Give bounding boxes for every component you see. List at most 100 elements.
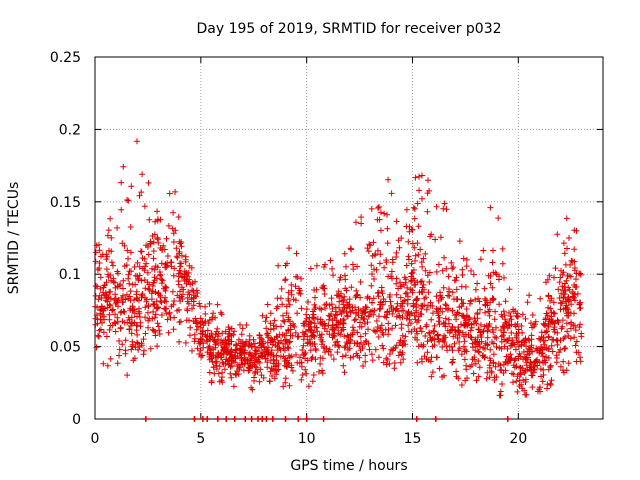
- data-point: [150, 255, 157, 262]
- data-point: [105, 227, 112, 234]
- data-point: [443, 206, 450, 213]
- data-point: [522, 335, 529, 342]
- data-point: [567, 261, 574, 268]
- data-point: [460, 313, 467, 320]
- data-point: [577, 354, 583, 361]
- data-point: [516, 377, 523, 384]
- data-point: [469, 356, 476, 363]
- data-point: [150, 279, 157, 286]
- data-point: [263, 314, 270, 321]
- data-point: [114, 360, 121, 367]
- data-point: [440, 284, 447, 291]
- data-point: [311, 306, 318, 313]
- data-point: [276, 339, 283, 346]
- data-point: [454, 335, 461, 342]
- data-point: [548, 318, 555, 325]
- data-point: [303, 315, 310, 322]
- data-point: [568, 257, 575, 264]
- data-point: [401, 297, 408, 304]
- data-point: [107, 355, 114, 362]
- data-point: [139, 255, 146, 262]
- data-point: [271, 317, 278, 324]
- data-point: [386, 294, 393, 300]
- data-point: [147, 345, 154, 352]
- data-point: [94, 266, 101, 273]
- data-point: [490, 295, 497, 302]
- data-point: [114, 283, 121, 290]
- data-point: [330, 356, 337, 363]
- data-point: [428, 354, 435, 361]
- data-point: [357, 294, 364, 301]
- data-point: [343, 309, 350, 316]
- data-point: [406, 311, 413, 318]
- data-point: [468, 321, 475, 328]
- data-point: [484, 334, 491, 341]
- data-point: [256, 332, 263, 339]
- data-point: [333, 317, 340, 324]
- data-point: [343, 263, 349, 270]
- data-point: [319, 370, 326, 377]
- data-point: [450, 264, 457, 271]
- data-point: [554, 317, 561, 324]
- data-point: [460, 312, 467, 319]
- data-point: [458, 321, 464, 328]
- data-point: [186, 276, 193, 283]
- data-point: [141, 277, 148, 283]
- data-point: [495, 215, 502, 222]
- zero-point: [303, 416, 310, 422]
- data-point: [383, 257, 390, 264]
- data-point: [307, 265, 314, 272]
- data-series: [92, 138, 585, 422]
- zero-point: [504, 416, 511, 422]
- data-point: [142, 294, 148, 301]
- data-point: [163, 235, 170, 242]
- data-point: [302, 318, 309, 325]
- plot-frame: [94, 56, 604, 420]
- data-point: [374, 216, 381, 223]
- data-point: [211, 338, 218, 345]
- data-point: [560, 291, 567, 297]
- data-point: [558, 267, 564, 274]
- data-point: [381, 264, 388, 271]
- data-point: [473, 377, 480, 384]
- data-point: [415, 251, 422, 258]
- data-point: [563, 215, 570, 222]
- data-point: [409, 240, 416, 247]
- data-point: [475, 348, 482, 355]
- data-point: [412, 316, 419, 323]
- data-point: [381, 210, 388, 217]
- data-point: [143, 298, 150, 305]
- data-point: [360, 315, 367, 322]
- data-point: [155, 239, 162, 246]
- data-point: [345, 346, 351, 353]
- zero-point: [214, 416, 221, 422]
- data-point: [145, 324, 152, 331]
- data-point: [573, 349, 580, 356]
- data-point: [527, 320, 534, 327]
- data-point: [354, 292, 361, 298]
- data-point: [537, 347, 544, 354]
- data-point: [513, 378, 520, 385]
- data-point: [379, 342, 386, 349]
- data-point: [92, 283, 99, 289]
- data-point: [402, 333, 409, 340]
- data-point: [182, 258, 189, 265]
- zero-point: [432, 416, 439, 422]
- data-point: [468, 334, 475, 341]
- data-point: [153, 298, 160, 305]
- data-point: [551, 324, 558, 331]
- data-point: [435, 335, 442, 342]
- data-point: [342, 352, 349, 359]
- data-point: [501, 274, 507, 281]
- data-point: [404, 296, 411, 303]
- data-point: [468, 362, 475, 368]
- data-point: [537, 336, 544, 343]
- data-point: [357, 333, 364, 340]
- data-point: [375, 289, 382, 296]
- x-tick-label: 5: [196, 431, 205, 447]
- data-point: [439, 344, 446, 350]
- data-point: [317, 354, 324, 361]
- data-point: [293, 351, 299, 358]
- data-point: [185, 289, 192, 296]
- data-point: [337, 318, 344, 325]
